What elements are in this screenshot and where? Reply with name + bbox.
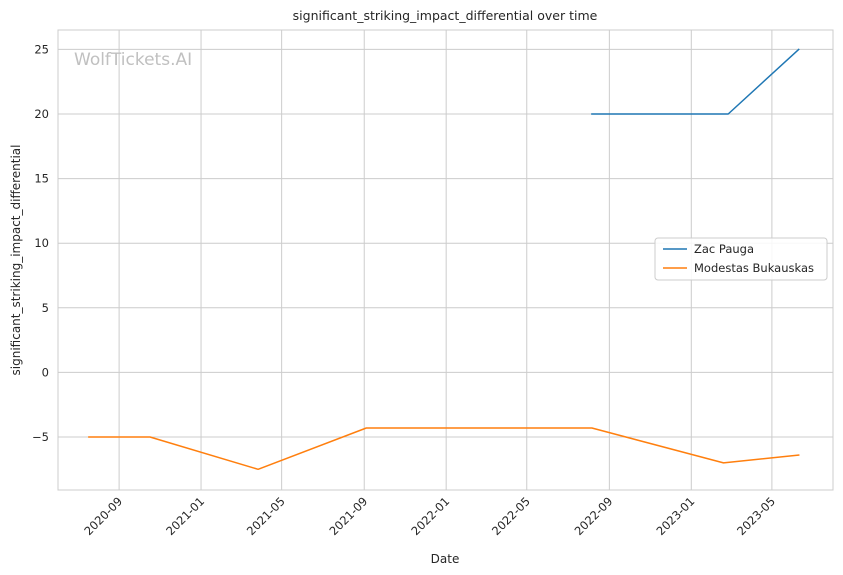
y-tick-label: −5 bbox=[32, 430, 49, 444]
y-axis-label: significant_striking_impact_differential bbox=[9, 145, 23, 376]
series-lines bbox=[88, 48, 800, 471]
y-axis-ticks: −5 0 5 10 15 20 25 bbox=[32, 42, 49, 444]
watermark: WolfTickets.AI bbox=[74, 50, 192, 70]
y-tick-label: 15 bbox=[34, 172, 49, 186]
series-line bbox=[88, 427, 800, 471]
legend-box bbox=[654, 237, 828, 281]
series-line bbox=[591, 48, 800, 115]
plot-area-frame bbox=[57, 29, 834, 491]
y-tick-label: 25 bbox=[34, 42, 49, 56]
x-axis-label: Date bbox=[431, 552, 460, 566]
y-tick-label: 10 bbox=[34, 236, 49, 250]
legend-label: Zac Pauga bbox=[694, 242, 754, 256]
y-tick-label: 0 bbox=[42, 365, 49, 379]
legend: Zac Pauga Modestas Bukauskas bbox=[654, 237, 828, 281]
legend-label: Modestas Bukauskas bbox=[694, 261, 814, 275]
chart-title: significant_striking_impact_differential… bbox=[293, 8, 598, 23]
y-tick-label: 5 bbox=[42, 301, 49, 315]
y-tick-label: 20 bbox=[34, 107, 49, 121]
